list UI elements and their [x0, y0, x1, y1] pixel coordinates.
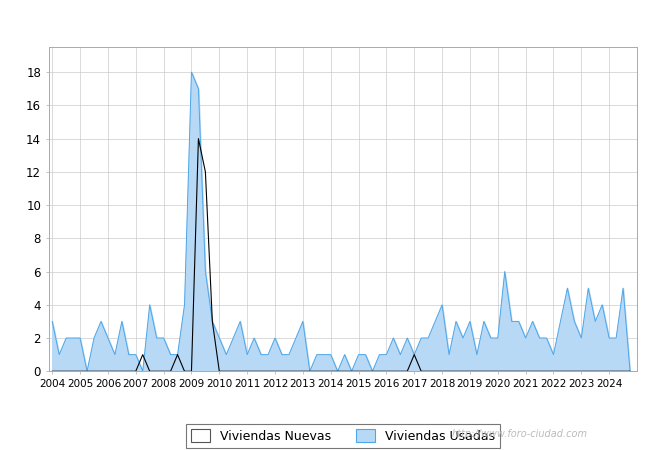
Text: Cheles - Evolucion del Nº de Transacciones Inmobiliarias: Cheles - Evolucion del Nº de Transaccion…: [118, 12, 532, 27]
Legend: Viviendas Nuevas, Viviendas Usadas: Viviendas Nuevas, Viviendas Usadas: [186, 424, 500, 448]
Text: http://www.foro-ciudad.com: http://www.foro-ciudad.com: [452, 429, 588, 439]
